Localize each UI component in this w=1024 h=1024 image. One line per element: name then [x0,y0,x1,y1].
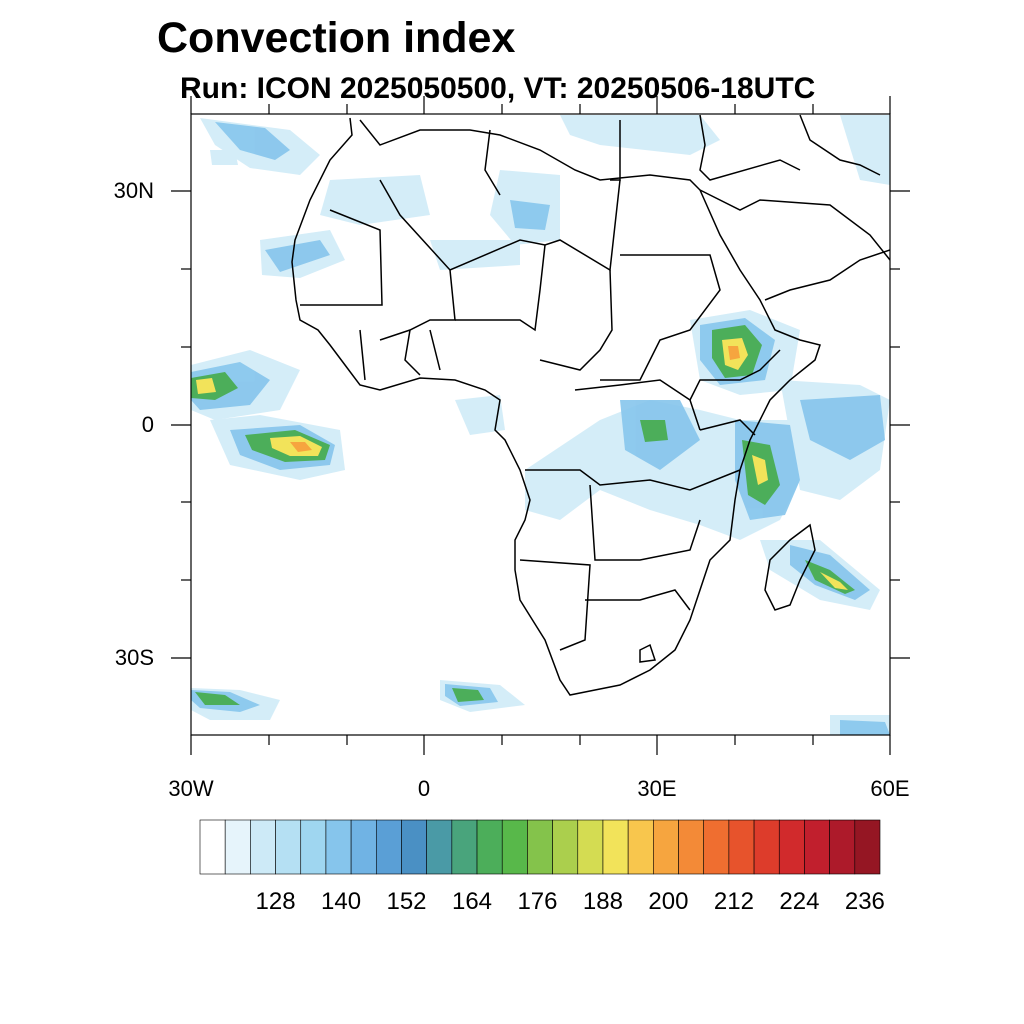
lon-label-0: 0 [417,776,431,801]
colorbar-tick-label: 164 [451,888,493,915]
colorbar-swatch [778,819,805,875]
colorbar-tick-label: 152 [386,888,427,915]
colorbar-swatch [199,819,226,875]
map-title: Convection index [157,14,516,62]
colorbar-swatch [375,819,402,875]
colorbar-swatch [401,819,427,875]
colorbar-swatch [653,819,679,875]
colorbar-tick-label: 224 [779,888,820,915]
colorbar-swatch [678,819,705,875]
colorbar-swatch [728,819,755,875]
colorbar-tick-label: 212 [713,888,754,915]
lon-label-60e: 60E [870,776,910,801]
colorbar-swatch [224,819,251,875]
coastlines [291,114,890,696]
colorbar-swatch [552,819,579,875]
colorbar-swatch [602,819,629,875]
colorbar-tick-label: 176 [517,888,558,915]
colorbar [199,819,881,875]
convection-field [191,115,890,735]
colorbar-swatch [250,819,276,875]
colorbar-swatch [627,819,654,875]
colorbar-swatch [451,819,478,875]
lat-label-30n: 30N [113,178,154,203]
colorbar-tick-label: 236 [844,888,885,915]
colorbar-swatch [577,819,604,875]
map-subtitle: Run: ICON 2025050500, VT: 20250506-18UTC [180,72,816,105]
colorbar-swatch [829,819,856,875]
colorbar-tick-label: 128 [255,888,296,915]
axis-ticks [171,96,910,755]
colorbar-swatch [527,819,553,875]
colorbar-swatch [501,819,528,875]
colorbar-swatch [300,819,327,875]
lon-label-30w: 30W [168,776,214,801]
colorbar-swatch [753,819,780,875]
colorbar-swatch [804,819,830,875]
lat-label-0: 0 [141,412,154,437]
colorbar-swatch [703,819,730,875]
colorbar-swatch [426,819,453,875]
colorbar-tick-label: 188 [582,888,623,915]
colorbar-tick-label: 200 [648,888,689,915]
colorbar-swatch [275,819,302,875]
colorbar-swatch [476,819,503,875]
colorbar-swatch [854,819,881,875]
colorbar-swatch [350,819,377,875]
colorbar-tick-label: 140 [321,888,362,915]
colorbar-swatch [325,819,352,875]
lat-label-30s: 30S [114,645,154,670]
lon-label-30e: 30E [637,776,677,801]
